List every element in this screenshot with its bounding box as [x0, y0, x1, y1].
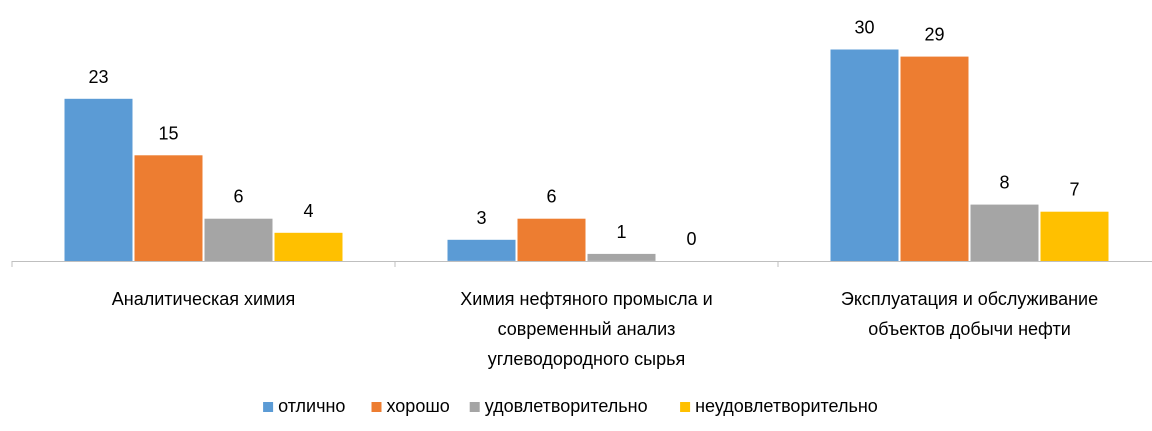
- category-label: современный анализ: [498, 319, 676, 339]
- data-label: 6: [233, 187, 243, 207]
- bar: [900, 56, 969, 261]
- data-label: 4: [303, 201, 313, 221]
- legend-swatch: [469, 402, 480, 412]
- category-label: объектов добычи нефти: [868, 319, 1071, 339]
- category-label: Химия нефтяного промысла и: [460, 289, 712, 309]
- data-label: 8: [999, 173, 1009, 193]
- data-label: 6: [546, 187, 556, 207]
- data-label: 0: [686, 229, 696, 249]
- data-label: 3: [476, 208, 486, 228]
- x-axis: [11, 261, 1152, 267]
- bar: [204, 218, 273, 261]
- data-label: 1: [616, 222, 626, 242]
- legend: отлично хорошо удовлетворительно неудовлетв…: [263, 396, 878, 416]
- data-label: 30: [854, 18, 874, 38]
- category-label: Эксплуатация и обслуживание: [841, 289, 1098, 309]
- legend-swatch: [371, 402, 382, 412]
- bar: [970, 204, 1039, 261]
- bar: [1040, 211, 1109, 262]
- data-label: 23: [88, 67, 108, 87]
- legend-label: удовлетворительно: [485, 396, 648, 416]
- legend-swatch: [680, 402, 691, 412]
- data-labels-layer: 23 15 6 4 3 6 1 0 30 29 8 7: [88, 18, 1079, 250]
- bars-layer: [64, 49, 1109, 262]
- data-label: 15: [158, 123, 178, 143]
- bar: [830, 49, 899, 261]
- legend-label: отлично: [278, 396, 345, 416]
- category-label: углеводородного сырья: [488, 349, 686, 369]
- bar: [447, 239, 516, 261]
- legend-label: хорошо: [387, 396, 450, 416]
- data-label: 7: [1069, 180, 1079, 200]
- bar: [517, 218, 586, 261]
- bar: [274, 232, 343, 261]
- bar: [64, 98, 133, 261]
- legend-swatch: [263, 402, 274, 412]
- data-label: 29: [924, 25, 944, 45]
- legend-label: неудовлетворительно: [695, 396, 878, 416]
- category-label: Аналитическая химия: [112, 289, 295, 309]
- bar: [587, 253, 656, 261]
- bar: [134, 155, 203, 262]
- category-labels-layer: Аналитическая химия Химия нефтяного промы…: [112, 289, 1098, 369]
